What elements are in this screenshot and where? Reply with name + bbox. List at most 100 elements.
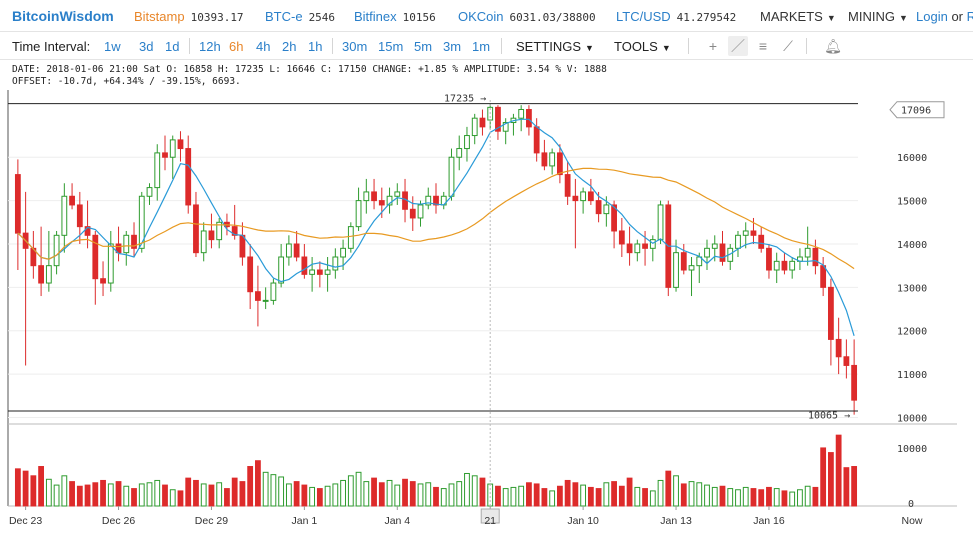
ticker-exchange[interactable]: BTC-e bbox=[265, 9, 303, 24]
candle-body bbox=[14, 174, 21, 234]
ticker-exchange[interactable]: LTC/USD bbox=[616, 9, 671, 24]
candle-body bbox=[123, 234, 130, 254]
volume-bar bbox=[378, 482, 385, 507]
tools-menu[interactable]: TOOLS ▼ bbox=[614, 39, 671, 54]
alert-bell-icon[interactable]: 🔔︎ bbox=[824, 38, 842, 54]
candle-body bbox=[301, 256, 308, 275]
interval-3m[interactable]: 3m bbox=[443, 39, 462, 54]
volume-bar bbox=[843, 467, 850, 507]
interval-12h[interactable]: 12h bbox=[199, 39, 221, 54]
interval-6h[interactable]: 6h bbox=[229, 39, 244, 54]
candle-body bbox=[580, 191, 587, 202]
candle-body bbox=[38, 265, 45, 284]
volume-bar bbox=[100, 479, 106, 507]
volume-bar bbox=[580, 484, 587, 507]
candle-body bbox=[84, 226, 91, 236]
candle-body bbox=[208, 230, 215, 241]
candle-body bbox=[185, 148, 192, 206]
candle-body bbox=[324, 269, 331, 275]
candle-body bbox=[611, 204, 617, 232]
interval-1h[interactable]: 1h bbox=[308, 39, 323, 54]
fib-tool-icon[interactable]: ≡ bbox=[758, 38, 768, 54]
login-link[interactable]: Login bbox=[916, 9, 948, 24]
price-tick-label: 16000 bbox=[897, 153, 927, 164]
volume-bar bbox=[851, 466, 858, 507]
candle-body bbox=[688, 265, 695, 271]
volume-bar bbox=[154, 479, 161, 507]
or-text: or bbox=[951, 9, 963, 24]
volume-bar bbox=[479, 477, 486, 507]
interval-15m[interactable]: 15m bbox=[378, 39, 404, 54]
candle-body bbox=[316, 269, 323, 275]
ticker-exchange[interactable]: Bitfinex bbox=[354, 9, 397, 24]
ticker-okcoin[interactable]: OKCoin 6031.03/38800 bbox=[458, 9, 596, 24]
candle-body bbox=[626, 243, 633, 254]
markets-menu[interactable]: MARKETS ▼ bbox=[760, 9, 836, 24]
interval-5m[interactable]: 5m bbox=[414, 39, 433, 54]
volume-bar bbox=[131, 488, 137, 507]
interval-1d[interactable]: 1d bbox=[165, 39, 180, 54]
x-tick-label: Dec 29 bbox=[195, 515, 228, 527]
volume-bar bbox=[556, 485, 563, 507]
candle-body bbox=[595, 200, 602, 215]
fan-tool-icon[interactable]: ⟋ bbox=[783, 38, 793, 54]
candle-body bbox=[572, 195, 579, 202]
candle-body bbox=[518, 109, 525, 119]
volume-bar bbox=[61, 475, 68, 507]
volume-bar bbox=[456, 481, 463, 507]
candle-body bbox=[100, 278, 106, 284]
ticker-bitfinex[interactable]: Bitfinex 10156 bbox=[354, 9, 436, 24]
candle-body bbox=[766, 247, 772, 271]
volume-bar bbox=[727, 488, 734, 507]
volume-bar bbox=[123, 485, 130, 507]
candle-body bbox=[169, 139, 176, 158]
volume-bar bbox=[200, 483, 207, 507]
volume-bar bbox=[363, 481, 370, 507]
candle-body bbox=[61, 195, 68, 236]
candle-body bbox=[53, 234, 60, 267]
candle-body bbox=[634, 243, 641, 254]
line-tool-icon[interactable]: ／ bbox=[728, 36, 748, 56]
interval-3d[interactable]: 3d bbox=[139, 39, 154, 54]
candle-body bbox=[394, 191, 401, 197]
price-tick-label: 14000 bbox=[897, 240, 927, 251]
chart-toolbar: Time Interval: 1w 3d 1d 12h 6h 4h 2h 1h … bbox=[0, 32, 973, 60]
current-price-tag bbox=[889, 101, 945, 119]
volume-bar bbox=[510, 486, 517, 507]
volume-bar bbox=[781, 490, 788, 507]
register-link[interactable]: Re bbox=[967, 9, 973, 24]
mining-menu[interactable]: MINING ▼ bbox=[848, 9, 908, 24]
x-tick-label: Jan 10 bbox=[567, 515, 599, 527]
candle-body bbox=[657, 204, 664, 241]
volume-bar bbox=[533, 483, 540, 507]
candle-body bbox=[820, 265, 827, 288]
ticker-ltcusd[interactable]: LTC/USD 41.279542 bbox=[616, 9, 736, 24]
crosshair-tool-icon[interactable]: + bbox=[708, 38, 718, 54]
volume-bar bbox=[409, 481, 416, 507]
candle-body bbox=[812, 247, 819, 267]
interval-1w[interactable]: 1w bbox=[104, 39, 121, 54]
low-marker-label: 10065 → bbox=[808, 411, 850, 422]
markets-label: MARKETS bbox=[760, 9, 823, 24]
volume-bar bbox=[564, 479, 571, 507]
volume-bar bbox=[53, 484, 60, 507]
ticker-bitstamp[interactable]: Bitstamp 10393.17 bbox=[134, 9, 244, 24]
volume-bar bbox=[526, 482, 532, 507]
interval-2h[interactable]: 2h bbox=[282, 39, 297, 54]
ticker-exchange[interactable]: OKCoin bbox=[458, 9, 504, 24]
interval-30m[interactable]: 30m bbox=[342, 39, 368, 54]
ticker-btce[interactable]: BTC-e 2546 bbox=[265, 9, 335, 24]
volume-bar bbox=[402, 478, 408, 507]
volume-bar bbox=[30, 475, 37, 507]
interval-1m[interactable]: 1m bbox=[472, 39, 491, 54]
interval-4h[interactable]: 4h bbox=[256, 39, 271, 54]
volume-bar bbox=[324, 485, 331, 507]
volume-bar bbox=[835, 434, 842, 507]
offset-info-line: OFFSET: -10.7d, +64.34% / -39.15%, 6693. bbox=[12, 76, 241, 87]
ticker-exchange[interactable]: Bitstamp bbox=[134, 9, 185, 24]
candle-body bbox=[843, 356, 850, 366]
settings-menu[interactable]: SETTINGS ▼ bbox=[516, 39, 594, 54]
candle-body bbox=[587, 191, 594, 202]
site-logo[interactable]: BitcoinWisdom bbox=[12, 8, 114, 24]
